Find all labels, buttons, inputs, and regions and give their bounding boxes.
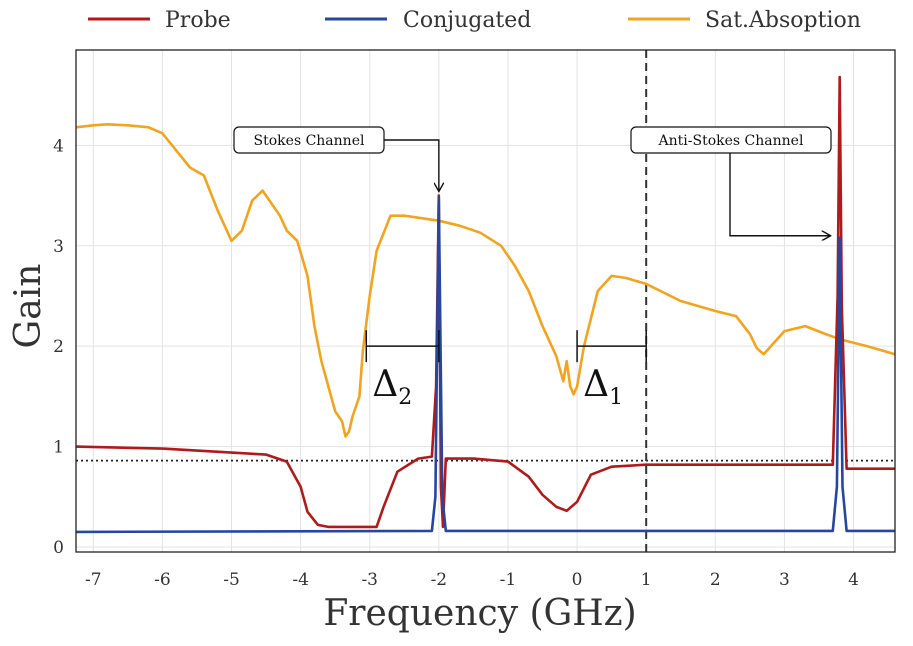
x-tick-label: -3 [361,570,378,590]
anti-stokes-annotation-arrow [729,153,830,236]
series-line-sat-absoption [75,123,896,438]
x-axis-title: Frequency (GHz) [323,593,636,634]
series-line-probe [75,75,895,529]
channel-annotations: Stokes Channel Anti-Stokes Channel [233,126,832,236]
x-tick-label: -6 [154,570,171,590]
y-axis-title: Gain [8,264,49,349]
anti-stokes-annotation-box [630,126,832,154]
reference-lines [76,50,895,552]
x-tick-label: 4 [848,570,859,590]
delta-label: Δ2 [372,364,412,410]
grid-lines [76,50,895,552]
stokes-annotation-label: Stokes Channel [254,133,365,149]
delta-label: Δ1 [583,364,623,410]
x-tick-label: 1 [641,570,652,590]
plot-area-frame [75,49,896,553]
anti-stokes-annotation-label: Anti-Stokes Channel [658,133,804,149]
legend-label-sat-absorption: Sat.Absoption [705,8,861,33]
x-tick-label: 3 [779,570,790,590]
y-tick-label: 2 [53,337,64,357]
y-tick-label: 3 [53,237,64,257]
x-tick-label: -7 [85,570,102,590]
x-tick-label: -2 [431,570,448,590]
stokes-annotation-arrow [384,139,439,191]
delta-subscript: 1 [609,385,623,410]
y-tick-label: 4 [53,136,64,156]
legend-label-probe: Probe [165,8,231,33]
y-axis-ticks: 0 1 2 3 4 [53,136,64,558]
legend: Probe Conjugated Sat.Absoption [88,8,861,33]
delta-brackets: Δ2 Δ1 [365,330,647,410]
stokes-annotation-box [233,126,385,154]
x-axis-ticks: -7 -6 -5 -4 -3 -2 -1 0 1 2 3 4 [85,570,859,590]
x-tick-label: -4 [292,570,309,590]
x-tick-label: 0 [572,570,583,590]
delta-subscript: 2 [398,385,412,410]
series-lines [75,75,896,534]
x-tick-label: -5 [223,570,240,590]
series-line-conjugated [75,196,895,534]
legend-label-conjugated: Conjugated [403,8,531,33]
x-tick-label: -1 [500,570,517,590]
y-tick-label: 0 [53,538,64,558]
x-tick-label: 2 [710,570,721,590]
y-tick-label: 1 [53,438,64,458]
